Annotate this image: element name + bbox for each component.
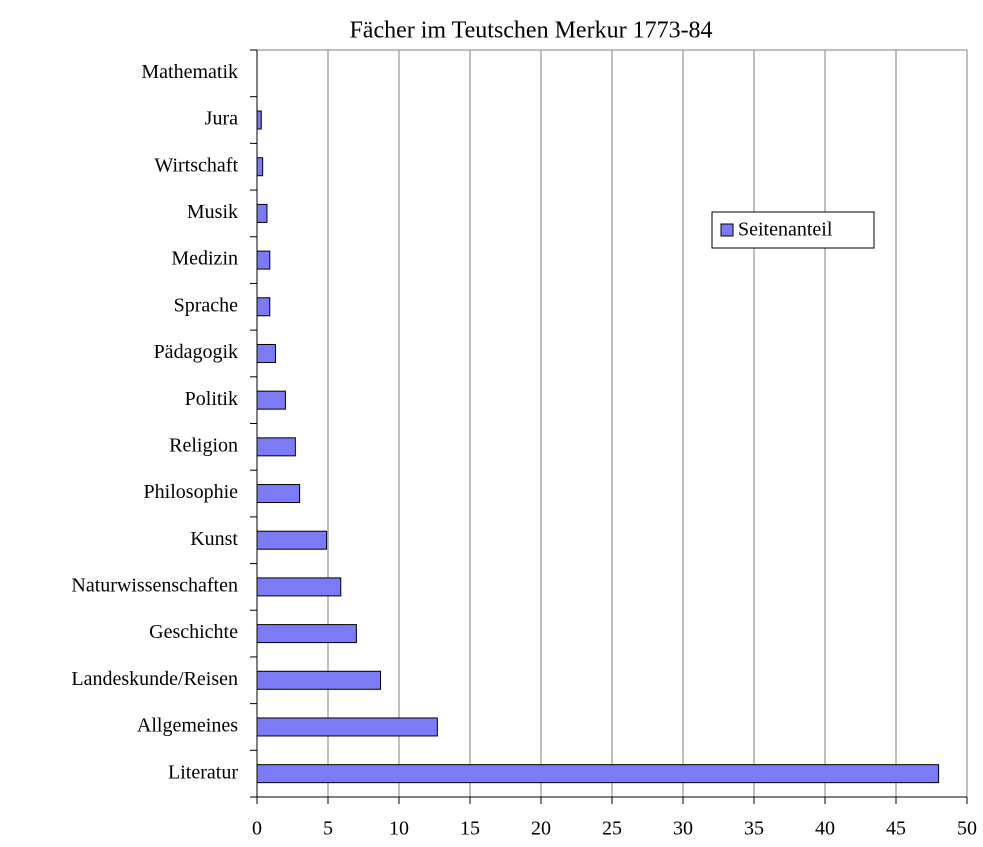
x-tick-label: 50 xyxy=(957,818,977,840)
y-tick-label: Sprache xyxy=(174,294,239,316)
bar xyxy=(256,437,296,457)
bar xyxy=(256,343,276,363)
y-tick-label: Landeskunde/Reisen xyxy=(71,668,238,690)
y-tick-label: Wirtschaft xyxy=(154,154,238,176)
y-tick-label: Kunst xyxy=(190,528,238,550)
bar xyxy=(256,624,357,644)
bar xyxy=(256,717,438,737)
y-tick-label: Religion xyxy=(169,434,238,456)
x-tick-label: 0 xyxy=(252,818,262,840)
bar xyxy=(256,670,382,690)
bar xyxy=(256,203,268,223)
x-tick-label: 5 xyxy=(323,818,333,840)
bar xyxy=(256,297,271,317)
y-tick-label: Politik xyxy=(185,388,238,410)
legend-label: Seitenanteil xyxy=(738,219,833,241)
x-tick-label: 40 xyxy=(815,818,835,840)
x-tick-label: 20 xyxy=(531,818,551,840)
y-tick-label: Medizin xyxy=(171,248,238,270)
y-tick-label: Philosophie xyxy=(144,481,239,503)
x-tick-label: 10 xyxy=(389,818,409,840)
legend-swatch xyxy=(720,223,734,237)
bar xyxy=(256,390,286,410)
bar xyxy=(256,110,262,130)
x-tick-label: 15 xyxy=(460,818,480,840)
y-tick-label: Musik xyxy=(187,201,238,223)
y-tick-label: Naturwissenschaften xyxy=(71,575,238,597)
y-tick-label: Jura xyxy=(205,108,238,130)
bar xyxy=(256,250,271,270)
bar xyxy=(256,530,328,550)
legend-box xyxy=(711,211,875,249)
y-tick-label: Allgemeines xyxy=(137,715,238,737)
x-tick-label: 25 xyxy=(602,818,622,840)
y-tick-label: Literatur xyxy=(168,761,238,783)
chart-title: Fächer im Teutschen Merkur 1773-84 xyxy=(349,18,712,44)
x-tick-label: 35 xyxy=(744,818,764,840)
bar xyxy=(256,577,342,597)
x-tick-label: 45 xyxy=(886,818,906,840)
bar xyxy=(256,157,264,177)
bar xyxy=(256,764,940,784)
x-tick-label: 30 xyxy=(673,818,693,840)
y-tick-label: Pädagogik xyxy=(154,341,238,363)
y-tick-label: Mathematik xyxy=(141,61,238,83)
y-tick-label: Geschichte xyxy=(149,621,238,643)
bar xyxy=(256,484,301,504)
